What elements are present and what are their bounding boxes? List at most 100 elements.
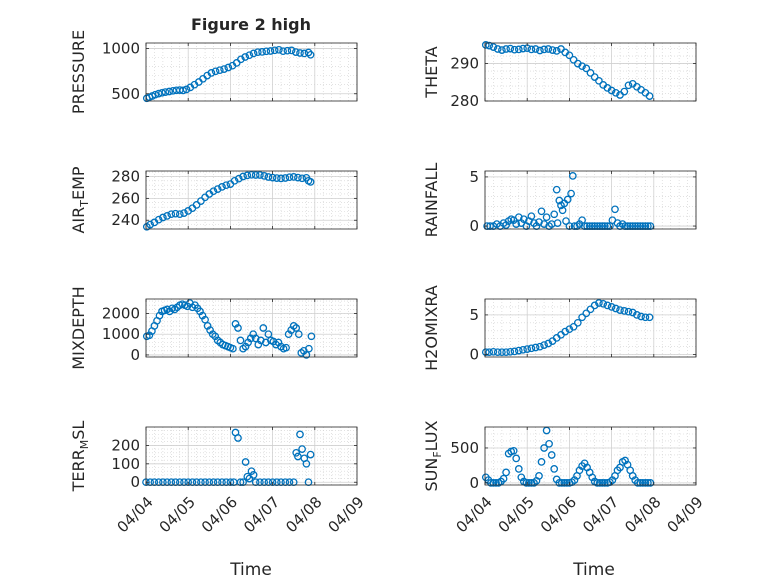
data-point: [506, 347, 515, 356]
data-point: [633, 479, 642, 487]
data-point: [519, 215, 528, 224]
data-point: [213, 185, 222, 193]
data-point: [607, 303, 616, 311]
subplot-h2omixra: 0 5 H2OMIXRA: [422, 285, 697, 371]
data-point: [523, 345, 532, 353]
data-point: [222, 181, 231, 190]
data-point: [563, 479, 571, 487]
data-point: [636, 479, 645, 487]
data-point: [289, 173, 298, 181]
y-tick-label: 5: [469, 168, 479, 186]
data-point: [241, 53, 250, 61]
data-point: [249, 49, 258, 58]
data-point: [481, 348, 490, 357]
data-point: [611, 88, 620, 97]
data-point: [552, 185, 561, 194]
data-point: [582, 64, 591, 73]
data-point: [146, 220, 155, 229]
subplot-mixdepth: 0 1000 2000 MIXDEPTH: [69, 286, 358, 370]
data-point: [247, 467, 256, 476]
y-tick-label: 0: [469, 346, 479, 364]
data-point: [512, 454, 521, 463]
axes-box: [484, 426, 697, 486]
series-markers: [142, 299, 316, 359]
data-point: [298, 445, 306, 453]
data-point: [498, 46, 506, 54]
data-point: [595, 479, 604, 487]
data-point: [207, 69, 216, 77]
y-tick-label: 2000: [102, 305, 140, 323]
y-tick-label: 200: [111, 436, 140, 454]
data-point: [599, 299, 608, 308]
data-point: [536, 342, 544, 351]
data-point: [259, 324, 268, 332]
data-point: [512, 220, 521, 228]
data-point: [249, 471, 258, 479]
data-point: [509, 446, 518, 455]
data-point: [555, 479, 564, 487]
y-axis-label: PRESSURE: [69, 30, 88, 114]
data-point: [522, 479, 531, 487]
y-axis-label-suffix: LUX: [422, 420, 441, 451]
y-axis-label-main: TERR: [69, 449, 88, 492]
series-markers: [142, 170, 315, 231]
subplot-theta: 280 290 THETA: [422, 41, 697, 110]
data-point: [548, 46, 557, 54]
data-point: [624, 307, 633, 316]
data-point: [531, 45, 540, 53]
data-point: [291, 48, 300, 56]
data-point: [279, 47, 287, 56]
data-point: [586, 69, 595, 77]
data-point: [236, 336, 245, 345]
data-point: [638, 479, 647, 487]
data-point: [558, 206, 567, 215]
data-point: [245, 51, 254, 60]
y-tick-label: 280: [111, 167, 140, 185]
data-point: [492, 479, 500, 487]
series-markers: [481, 426, 655, 487]
data-point: [264, 173, 273, 181]
data-point: [275, 45, 283, 54]
data-point: [151, 90, 160, 99]
data-point: [167, 210, 176, 219]
data-point: [590, 301, 599, 310]
axes-box: [145, 42, 358, 102]
plot-area: [485, 427, 696, 485]
data-point: [569, 55, 578, 64]
data-point: [239, 172, 247, 181]
data-point: [304, 48, 313, 57]
data-point: [489, 43, 498, 51]
y-axis-label-main: H2OMIXRA: [422, 285, 441, 371]
data-point: [296, 430, 304, 439]
data-point: [165, 87, 174, 96]
data-point: [197, 197, 205, 205]
data-point: [553, 219, 562, 227]
y-tick-label: 100: [111, 455, 140, 473]
data-point: [247, 170, 256, 179]
data-point: [215, 66, 224, 75]
data-point: [234, 174, 243, 183]
data-point: [537, 207, 546, 216]
data-point: [161, 88, 170, 96]
data-point: [544, 45, 553, 53]
data-point: [220, 65, 228, 73]
data-point: [224, 63, 233, 72]
data-point: [547, 451, 556, 459]
axes-box: [145, 170, 358, 230]
data-point: [493, 45, 502, 53]
y-tick-label: 1000: [102, 325, 140, 343]
data-point: [192, 201, 201, 209]
data-point: [285, 173, 294, 182]
y-tick-label: 260: [111, 189, 140, 207]
axes-box: [145, 298, 358, 358]
data-point: [283, 46, 292, 55]
data-point: [573, 318, 582, 327]
data-point: [211, 67, 220, 76]
data-point: [578, 313, 586, 322]
y-axis-label: TERRMSL: [69, 421, 91, 493]
y-axis-label-main: PRESSURE: [69, 30, 88, 114]
data-point: [620, 87, 629, 96]
data-point: [616, 306, 624, 314]
subplot-pressure: 500 1000 PRESSURE: [69, 30, 358, 114]
